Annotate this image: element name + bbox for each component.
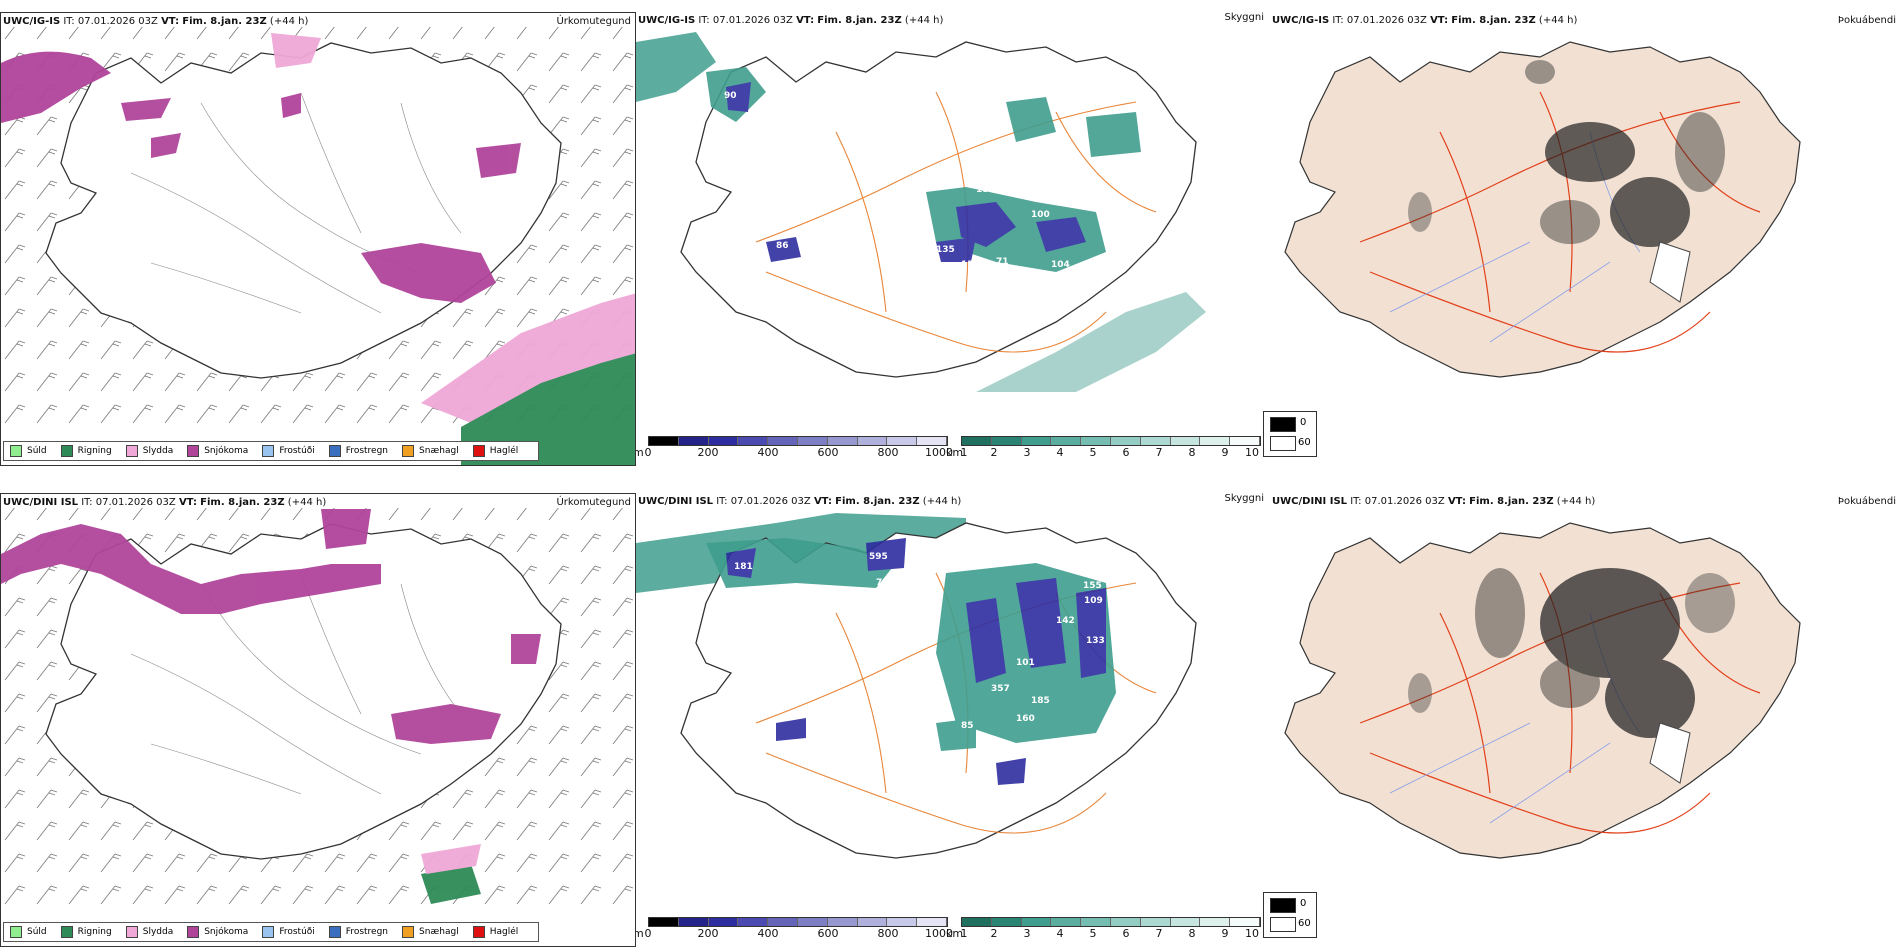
legend-item: Frostregn [328,445,388,457]
legend-item: Frostúði [262,445,315,457]
legend-item: Haglél [472,926,518,938]
product-name: Skyggni [1224,493,1264,504]
legend-item: Haglél [472,445,518,457]
product-name: Skyggni [1224,12,1264,23]
precip-legend: Súld Rigning Slydda Snjókoma Frostúði Fr… [3,922,540,942]
svg-text:85: 85 [961,721,974,731]
legend-item: Rigning [60,445,112,457]
svg-text:200: 200 [744,151,763,161]
visibility-panel-bottom: UWC/DINI ISL IT: 07.01.2026 03Z VT: Fim.… [636,493,1270,947]
svg-text:181: 181 [734,562,753,572]
panel-title: UWC/DINI ISL IT: 07.01.2026 03Z VT: Fim.… [1272,496,1596,507]
fog-legend-bottom: 0 60 [1263,892,1317,938]
svg-text:180: 180 [976,185,995,195]
svg-text:142: 142 [1056,616,1075,626]
svg-text:155: 155 [1083,581,1102,591]
svg-text:86: 86 [776,241,789,251]
svg-text:630: 630 [739,593,758,603]
svg-text:101: 101 [1016,658,1035,668]
legend-item: Snjókoma [187,445,248,457]
svg-text:357: 357 [991,684,1010,694]
svg-text:109: 109 [1084,596,1103,606]
product-name: Þokuábendi [1837,15,1896,26]
product-name: Þokuábendi [1837,496,1896,507]
svg-text:801: 801 [1106,155,1125,165]
fog-map [1284,41,1801,378]
panel-title: UWC/DINI ISL IT: 07.01.2026 03Z VT: Fim.… [3,497,327,508]
precip-map [1,27,635,465]
visibility-m-colorbar: m 0 200 400 600 800 1000 [636,917,953,940]
panel-title: UWC/IG-IS IT: 07.01.2026 03Z VT: Fim. 8.… [1272,15,1578,26]
visibility-m-colorbar: m 0 200 400 600 800 1000 [636,436,953,459]
legend-item: Snæhagl [402,926,459,938]
visibility-km-colorbar: km 1 2 3 4 5 6 7 8 9 10 [946,436,1261,459]
legend-item: Frostregn [328,926,388,938]
panel-title: UWC/DINI ISL IT: 07.01.2026 03Z VT: Fim.… [638,496,962,507]
product-name: Úrkomutegund [556,16,631,27]
svg-text:70: 70 [714,135,727,145]
precip-panel-top: UWC/IG-IS IT: 07.01.2026 03Z VT: Fim. 8.… [0,12,636,466]
legend-item: Rigning [60,926,112,938]
legend-item: Súld [10,445,47,457]
svg-text:104: 104 [1051,260,1070,270]
svg-text:71: 71 [996,257,1009,267]
svg-text:718: 718 [876,578,895,588]
svg-text:159: 159 [961,260,980,270]
fog-panel-bottom: UWC/DINI ISL IT: 07.01.2026 03Z VT: Fim.… [1270,493,1900,947]
visibility-map: 181 630 595 718 155 109 142 133 101 185 … [636,513,1197,859]
precip-legend: Súld Rigning Slydda Snjókoma Frostúði Fr… [3,441,540,461]
svg-text:90: 90 [724,91,737,101]
svg-text:595: 595 [869,552,888,562]
svg-text:100: 100 [1031,210,1050,220]
svg-text:160: 160 [1016,714,1035,724]
legend-item: Slydda [125,445,173,457]
svg-text:185: 185 [1031,696,1050,706]
visibility-panel-top: UWC/IG-IS IT: 07.01.2026 03Z VT: Fim. 8.… [636,12,1270,466]
legend-item: Frostúði [262,926,315,938]
fog-legend-top: 0 60 [1263,411,1317,457]
legend-item: Snjókoma [187,926,248,938]
legend-item: Súld [10,926,47,938]
product-name: Úrkomutegund [556,497,631,508]
panel-title: UWC/IG-IS IT: 07.01.2026 03Z VT: Fim. 8.… [3,16,309,27]
precip-map [1,508,635,908]
visibility-km-colorbar: km 1 2 3 4 5 6 7 8 9 10 [946,917,1261,940]
fog-map [1284,522,1801,859]
legend-item: Snæhagl [402,445,459,457]
fog-panel-top: UWC/IG-IS IT: 07.01.2026 03Z VT: Fim. 8.… [1270,12,1900,466]
svg-text:133: 133 [1086,636,1105,646]
svg-text:488: 488 [1061,751,1080,761]
visibility-map: 90 70 200 86 135 159 71 104 180 100 801 [636,32,1206,392]
svg-text:135: 135 [936,245,955,255]
precip-panel-bottom: UWC/DINI ISL IT: 07.01.2026 03Z VT: Fim.… [0,493,636,947]
panel-title: UWC/IG-IS IT: 07.01.2026 03Z VT: Fim. 8.… [638,15,944,26]
legend-item: Slydda [125,926,173,938]
